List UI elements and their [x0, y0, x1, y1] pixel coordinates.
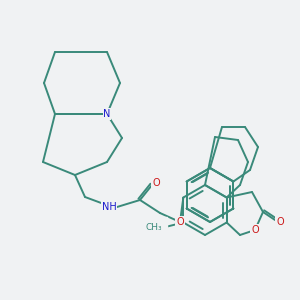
Text: O: O [276, 217, 284, 227]
Text: O: O [251, 225, 259, 235]
Text: NH: NH [102, 202, 116, 212]
Text: CH₃: CH₃ [145, 223, 162, 232]
Text: N: N [103, 109, 111, 119]
Text: O: O [152, 178, 160, 188]
Text: O: O [176, 217, 184, 227]
